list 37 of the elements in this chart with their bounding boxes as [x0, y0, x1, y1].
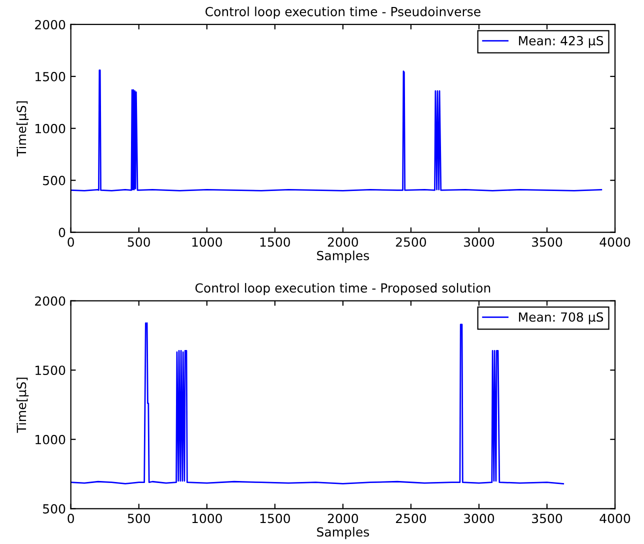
x-tick-label: 3000: [464, 237, 494, 247]
line-series: [70, 322, 564, 484]
y-axis-title: Time[µS]: [16, 378, 29, 433]
x-tick-label: 1000: [192, 514, 222, 524]
y-axis-title: Time[µS]: [16, 101, 29, 157]
x-tick-label: 3500: [532, 237, 562, 247]
x-tick-label: 4000: [600, 237, 630, 247]
y-tick-label: 500: [43, 176, 66, 186]
x-tick-label: 0: [68, 237, 74, 247]
y-tick-label: 500: [43, 504, 66, 514]
x-tick-label: 2000: [328, 237, 358, 247]
line-series: [70, 70, 602, 192]
y-tick-label: 1000: [36, 124, 66, 134]
y-tick-label: 1500: [36, 72, 66, 82]
x-tick-label: 1500: [260, 237, 290, 247]
legend-label: Mean: 423 µS: [519, 36, 604, 48]
chart-title: Control loop execution time - Pseudoinverse: [206, 6, 480, 19]
x-tick-label: 4000: [600, 514, 630, 524]
y-tick-label: 2000: [35, 296, 66, 306]
x-tick-label: 1500: [260, 514, 290, 524]
x-tick-label: 2500: [396, 237, 426, 247]
y-tick-label: 1500: [36, 366, 66, 376]
x-tick-label: 0: [68, 514, 74, 524]
y-tick-label: 2000: [35, 20, 66, 30]
x-tick-label: 3500: [532, 514, 562, 524]
x-tick-label: 500: [128, 514, 150, 524]
x-tick-label: 3000: [464, 514, 494, 524]
x-tick-label: 2000: [328, 514, 358, 524]
x-axis-title: Samples: [317, 526, 370, 540]
y-tick-label: 0: [58, 228, 66, 238]
x-tick-label: 2500: [396, 514, 426, 524]
x-tick-label: 500: [128, 237, 150, 247]
legend-label: Mean: 708 µS: [519, 312, 604, 324]
y-tick-label: 1000: [36, 434, 66, 444]
x-axis-title: Samples: [317, 250, 370, 263]
x-tick-label: 1000: [192, 237, 222, 247]
chart-title: Control loop execution time - Proposed solution: [195, 283, 490, 296]
